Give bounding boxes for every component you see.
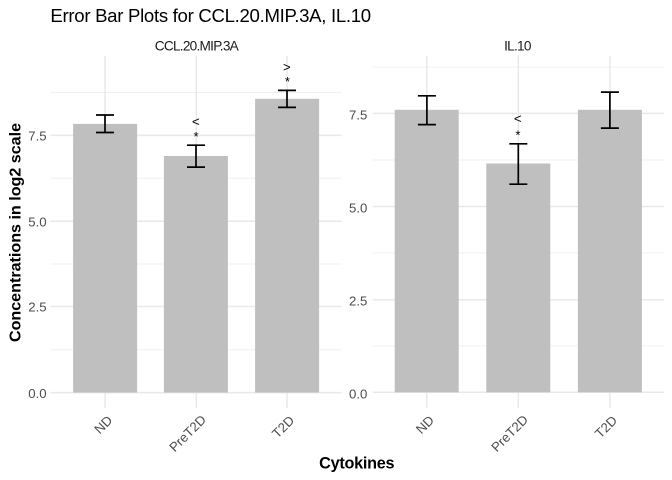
- svg-text:0.0: 0.0: [349, 387, 367, 402]
- svg-text:7.5: 7.5: [349, 108, 367, 123]
- svg-text:0.0: 0.0: [28, 386, 46, 401]
- svg-text:7.5: 7.5: [28, 129, 46, 144]
- svg-text:*: *: [194, 129, 199, 144]
- svg-text:*: *: [285, 74, 290, 89]
- svg-text:>: >: [283, 60, 291, 75]
- svg-text:CCL.20.MIP.3A: CCL.20.MIP.3A: [155, 39, 240, 54]
- svg-text:Concentrations in log2 scale: Concentrations in log2 scale: [7, 123, 25, 342]
- svg-text:*: *: [515, 127, 520, 142]
- svg-text:IL.10: IL.10: [504, 39, 532, 54]
- svg-text:<: <: [514, 111, 522, 126]
- svg-text:5.0: 5.0: [28, 214, 46, 229]
- svg-text:2.5: 2.5: [28, 300, 46, 315]
- svg-text:Cytokines: Cytokines: [319, 454, 394, 472]
- svg-text:2.5: 2.5: [349, 294, 367, 309]
- svg-text:5.0: 5.0: [349, 201, 367, 216]
- svg-text:<: <: [192, 114, 200, 129]
- svg-text:Error Bar Plots for CCL.20.MIP: Error Bar Plots for CCL.20.MIP.3A, IL.10: [50, 5, 370, 26]
